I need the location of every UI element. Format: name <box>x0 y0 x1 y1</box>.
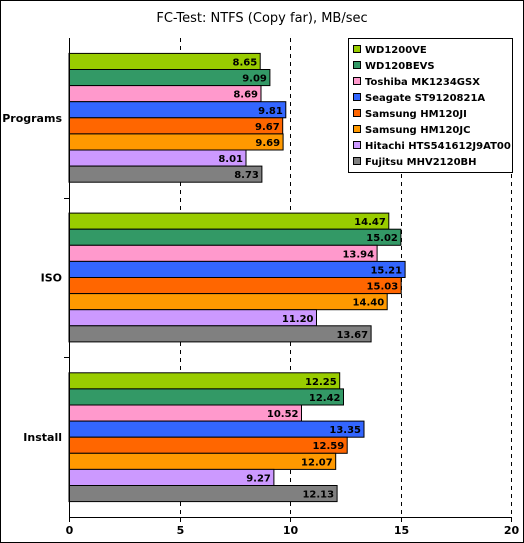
data-label: 15.03 <box>367 282 399 293</box>
data-label: 9.67 <box>255 122 280 133</box>
data-label: 14.40 <box>353 298 385 309</box>
x-tick-label: 0 <box>66 524 74 537</box>
data-label: 9.81 <box>258 106 283 117</box>
category-label: ISO <box>41 272 62 285</box>
data-label: 12.13 <box>302 490 334 501</box>
bar <box>68 85 262 103</box>
data-label: 8.01 <box>218 154 243 165</box>
bar <box>68 485 338 503</box>
legend-swatch <box>353 125 361 133</box>
bar <box>68 277 402 295</box>
data-label: 10.52 <box>267 409 299 420</box>
bar <box>68 420 365 438</box>
x-tick-label: 20 <box>504 524 520 537</box>
data-label: 15.21 <box>370 265 402 276</box>
legend-label: Samsung HM120JI <box>365 109 467 120</box>
data-label: 12.42 <box>309 393 341 404</box>
data-label: 8.65 <box>233 58 258 69</box>
legend-swatch <box>353 93 361 101</box>
legend-swatch <box>353 141 361 149</box>
data-label: 12.59 <box>313 441 345 452</box>
data-label: 13.35 <box>329 425 361 436</box>
legend-label: WD120BEVS <box>365 61 435 72</box>
bar <box>68 293 388 311</box>
data-label: 8.69 <box>233 90 258 101</box>
data-label: 11.20 <box>282 314 314 325</box>
chart-title: FC-Test: NTFS (Copy far), MB/sec <box>156 11 367 26</box>
legend-swatch <box>353 157 361 165</box>
bar <box>68 388 344 406</box>
data-label: 12.07 <box>301 457 333 468</box>
data-label: 9.69 <box>255 138 280 149</box>
bar <box>68 117 284 135</box>
legend: WD1200VE WD120BEVS Toshiba MK1234GSX Seagat… <box>348 38 513 173</box>
bar <box>68 309 317 327</box>
legend-label: Hitachi HTS541612J9AT00 <box>365 141 511 152</box>
bar <box>68 165 263 183</box>
data-label: 9.09 <box>242 74 267 85</box>
data-label: 8.73 <box>234 170 259 181</box>
bar <box>68 244 378 262</box>
data-label: 13.94 <box>342 249 374 260</box>
x-tick-label: 5 <box>177 524 185 537</box>
legend-label: WD1200VE <box>365 45 427 56</box>
data-label: 12.25 <box>305 377 337 388</box>
axes: Programs ISO Install 0 5 10 15 20 <box>2 38 519 537</box>
legend-swatch <box>353 77 361 85</box>
category-label: Programs <box>2 112 62 125</box>
data-label: 9.27 <box>246 473 271 484</box>
bar <box>68 436 348 454</box>
data-label: 14.47 <box>354 217 386 228</box>
data-label: 13.67 <box>336 330 368 341</box>
bar <box>68 372 341 390</box>
bar <box>68 101 287 119</box>
x-tick-label: 10 <box>283 524 299 537</box>
bar <box>68 468 275 486</box>
bar <box>68 133 284 151</box>
bar <box>68 69 271 87</box>
category-label: Install <box>23 431 62 444</box>
bar <box>68 452 337 470</box>
legend-box <box>348 38 513 173</box>
legend-swatch <box>353 45 361 53</box>
legend-label: Fujitsu MHV2120BH <box>365 157 477 168</box>
data-label: 15.02 <box>366 233 398 244</box>
bar <box>68 325 372 343</box>
x-tick-label: 15 <box>394 524 409 537</box>
legend-label: Samsung HM120JC <box>365 125 470 136</box>
legend-label: Toshiba MK1234GSX <box>365 77 480 88</box>
legend-swatch <box>353 109 361 117</box>
bar <box>68 260 406 278</box>
bar <box>68 212 390 230</box>
legend-swatch <box>353 61 361 69</box>
bar <box>68 228 402 246</box>
legend-label: Seagate ST9120821A <box>365 93 485 104</box>
